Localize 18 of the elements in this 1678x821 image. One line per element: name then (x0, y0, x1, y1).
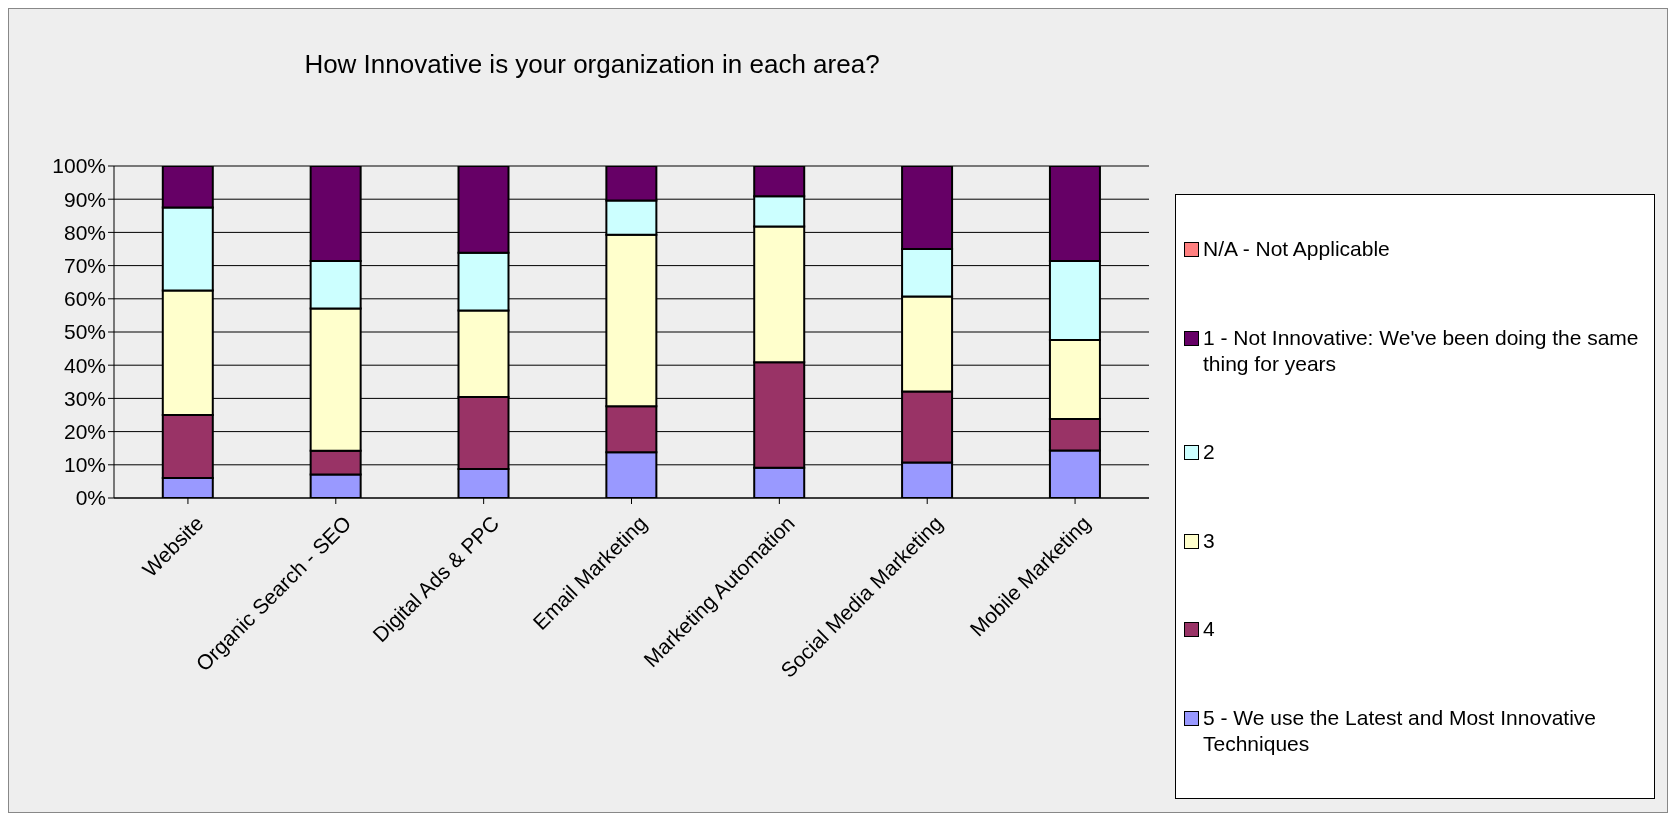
legend-label: 1 - Not Innovative: We've been doing the same thing for years (1203, 324, 1640, 377)
legend-label: 4 (1203, 616, 1215, 643)
y-tick-label: 70% (63, 254, 106, 278)
y-tick-label: 40% (63, 353, 106, 377)
y-tick-label: 90% (63, 187, 106, 211)
y-tick-label: 30% (63, 386, 106, 410)
y-tick-label: 50% (63, 320, 106, 344)
legend-label: N/A - Not Applicable (1203, 236, 1390, 263)
y-tick-label: 20% (63, 420, 106, 444)
legend-label: 2 (1203, 439, 1215, 466)
legend-label: 5 - We use the Latest and Most Innovative Techniques (1203, 704, 1597, 757)
y-tick-label: 100% (52, 154, 106, 178)
y-tick-label: 80% (63, 220, 106, 244)
y-tick-label: 10% (63, 453, 106, 477)
chart-title: How Innovative is your organization in each area? (303, 49, 881, 80)
legend-label: 3 (1203, 527, 1215, 554)
y-tick-label: 0% (75, 486, 106, 510)
y-tick-label: 60% (63, 287, 106, 311)
